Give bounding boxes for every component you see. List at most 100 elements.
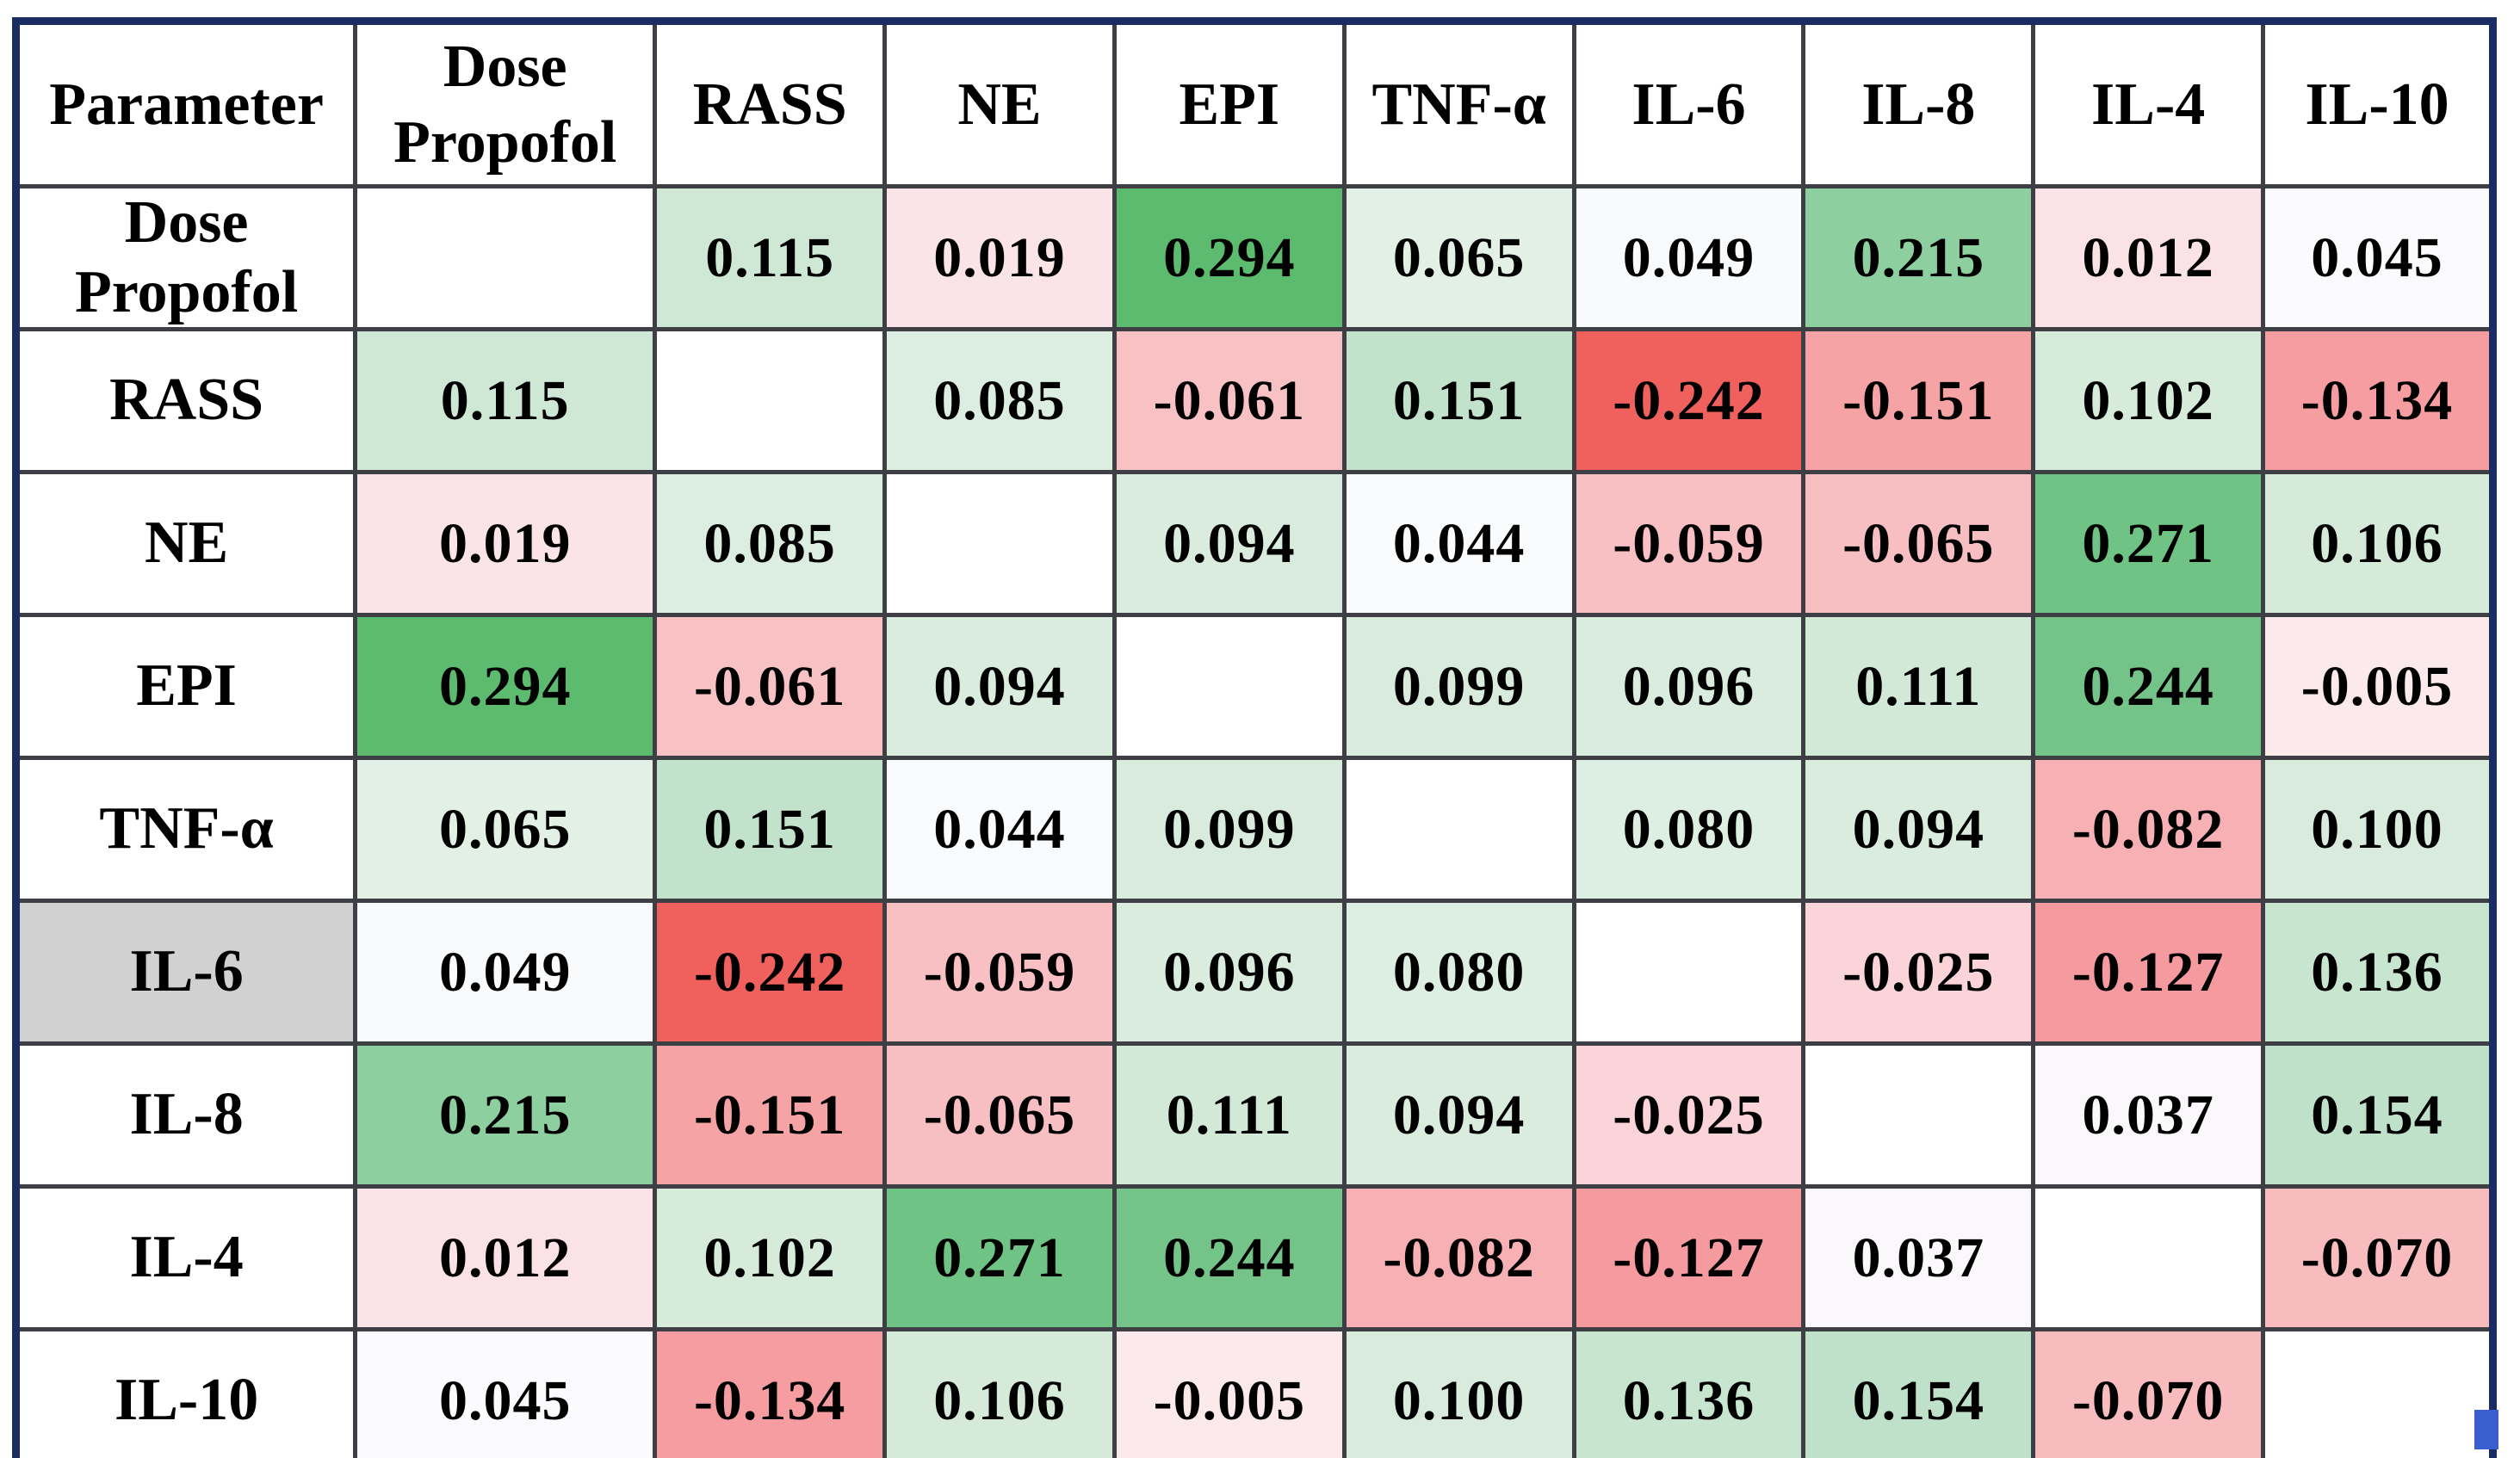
- table-row: IL-8 0.215 -0.151 -0.065 0.111 0.094 -0.025 0.0…: [13, 1041, 2495, 1189]
- table-row: Dose Propofol 0.115 0.019 0.294 0.065 0.049 0.…: [13, 184, 2495, 331]
- corner-header-parameter: Parameter: [13, 19, 358, 188]
- matrix-cell: 0.012: [353, 1184, 658, 1331]
- table-row: IL-6 0.049 -0.242 -0.059 0.096 0.080 -0.025 -0.…: [13, 899, 2495, 1046]
- row-header: IL-4: [13, 1184, 358, 1331]
- matrix-cell: 0.096: [1111, 899, 1347, 1046]
- matrix-cell: -0.005: [2261, 613, 2495, 760]
- matrix-cell: 0.106: [2261, 470, 2495, 617]
- matrix-cell: 0.096: [1571, 613, 1806, 760]
- matrix-cell: 0.106: [882, 1327, 1117, 1458]
- matrix-cell: 0.271: [2031, 470, 2266, 617]
- matrix-cell: -0.151: [653, 1041, 888, 1189]
- row-header: NE: [13, 470, 358, 617]
- table-row: EPI 0.294 -0.061 0.094 0.099 0.096 0.111 0.244-…: [13, 613, 2495, 760]
- table-row: NE 0.019 0.085 0.094 0.044 -0.059 -0.065 0.271 0…: [13, 470, 2495, 617]
- row-header: TNF-α: [13, 756, 358, 903]
- matrix-cell: -0.065: [1801, 470, 2036, 617]
- matrix-cell: 0.111: [1801, 613, 2036, 760]
- matrix-cell: 0.115: [353, 327, 658, 474]
- row-header: EPI: [13, 613, 358, 760]
- matrix-cell: 0.012: [2031, 184, 2266, 331]
- matrix-cell: -0.082: [2031, 756, 2266, 903]
- matrix-cell: 0.136: [1571, 1327, 1806, 1458]
- matrix-cell: 0.215: [1801, 184, 2036, 331]
- matrix-cell: 0.065: [353, 756, 658, 903]
- matrix-cell: 0.099: [1111, 756, 1347, 903]
- matrix-cell: 0.100: [1341, 1327, 1576, 1458]
- table-resize-handle[interactable]: [2474, 1410, 2498, 1449]
- matrix-cell: [1111, 613, 1347, 760]
- column-header: IL-8: [1801, 19, 2036, 188]
- matrix-cell: 0.154: [1801, 1327, 2036, 1458]
- column-header: IL-10: [2261, 19, 2495, 188]
- matrix-cell: 0.080: [1341, 899, 1576, 1046]
- table-header: Parameter Dose Propofol RASS NE EPI TNF-α IL-6…: [13, 19, 2495, 188]
- column-header: Dose Propofol: [353, 19, 658, 188]
- matrix-cell: -0.082: [1341, 1184, 1576, 1331]
- matrix-cell: 0.115: [653, 184, 888, 331]
- matrix-cell: -0.025: [1571, 1041, 1806, 1189]
- matrix-cell: -0.242: [1571, 327, 1806, 474]
- table-body: Dose Propofol 0.115 0.019 0.294 0.065 0.049 0.…: [13, 184, 2495, 1458]
- matrix-cell: 0.037: [2031, 1041, 2266, 1189]
- matrix-cell: 0.045: [353, 1327, 658, 1458]
- matrix-cell: [2261, 1327, 2495, 1458]
- matrix-cell: 0.215: [353, 1041, 658, 1189]
- matrix-cell: -0.005: [1111, 1327, 1347, 1458]
- matrix-cell: 0.136: [2261, 899, 2495, 1046]
- matrix-cell: 0.094: [1111, 470, 1347, 617]
- matrix-cell: 0.045: [2261, 184, 2495, 331]
- matrix-cell: [2031, 1184, 2266, 1331]
- matrix-cell: [1341, 756, 1576, 903]
- matrix-cell: 0.244: [2031, 613, 2266, 760]
- matrix-cell: 0.049: [353, 899, 658, 1046]
- column-header: TNF-α: [1341, 19, 1576, 188]
- matrix-cell: -0.061: [1111, 327, 1347, 474]
- matrix-cell: 0.065: [1341, 184, 1576, 331]
- matrix-cell: 0.099: [1341, 613, 1576, 760]
- column-header: EPI: [1111, 19, 1347, 188]
- matrix-cell: 0.019: [882, 184, 1117, 331]
- matrix-cell: 0.244: [1111, 1184, 1347, 1331]
- matrix-cell: 0.044: [1341, 470, 1576, 617]
- matrix-cell: -0.070: [2261, 1184, 2495, 1331]
- header-row: Parameter Dose Propofol RASS NE EPI TNF-α IL-6…: [13, 19, 2495, 188]
- row-header: IL-6: [13, 899, 358, 1046]
- matrix-cell: -0.061: [653, 613, 888, 760]
- matrix-cell: 0.100: [2261, 756, 2495, 903]
- matrix-cell: [1801, 1041, 2036, 1189]
- matrix-cell: -0.127: [1571, 1184, 1806, 1331]
- matrix-cell: [353, 184, 658, 331]
- matrix-cell: -0.134: [653, 1327, 888, 1458]
- matrix-cell: -0.065: [882, 1041, 1117, 1189]
- correlation-matrix-table: Parameter Dose Propofol RASS NE EPI TNF-α IL-6…: [12, 17, 2497, 1458]
- matrix-cell: 0.019: [353, 470, 658, 617]
- matrix-cell: 0.151: [1341, 327, 1576, 474]
- matrix-cell: 0.085: [653, 470, 888, 617]
- table-row: IL-10 0.045 -0.134 0.106 -0.005 0.100 0.136 0.1…: [13, 1327, 2495, 1458]
- matrix-cell: 0.037: [1801, 1184, 2036, 1331]
- matrix-cell: 0.102: [653, 1184, 888, 1331]
- row-header: IL-8: [13, 1041, 358, 1189]
- matrix-cell: 0.094: [882, 613, 1117, 760]
- matrix-cell: -0.059: [882, 899, 1117, 1046]
- matrix-cell: 0.102: [2031, 327, 2266, 474]
- matrix-cell: 0.080: [1571, 756, 1806, 903]
- matrix-cell: [882, 470, 1117, 617]
- row-header: Dose Propofol: [13, 184, 358, 331]
- row-header: IL-10: [13, 1327, 358, 1458]
- row-header: RASS: [13, 327, 358, 474]
- matrix-cell: 0.111: [1111, 1041, 1347, 1189]
- matrix-cell: 0.294: [353, 613, 658, 760]
- matrix-cell: -0.127: [2031, 899, 2266, 1046]
- matrix-cell: -0.070: [2031, 1327, 2266, 1458]
- matrix-cell: 0.154: [2261, 1041, 2495, 1189]
- matrix-cell: 0.094: [1801, 756, 2036, 903]
- matrix-cell: [1571, 899, 1806, 1046]
- matrix-cell: 0.049: [1571, 184, 1806, 331]
- column-header: IL-4: [2031, 19, 2266, 188]
- matrix-cell: 0.271: [882, 1184, 1117, 1331]
- column-header: NE: [882, 19, 1117, 188]
- matrix-cell: -0.242: [653, 899, 888, 1046]
